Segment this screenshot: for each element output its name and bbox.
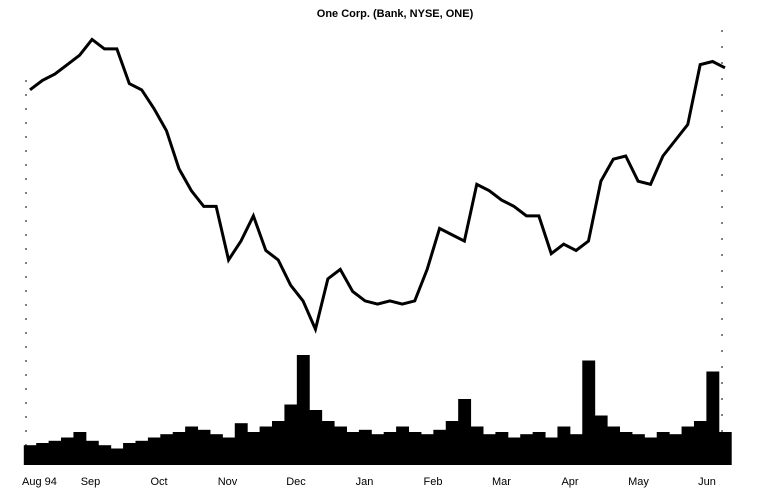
volume-bar	[346, 432, 360, 465]
volume-bar	[147, 437, 161, 465]
x-tick-label: Dec	[286, 476, 306, 488]
volume-bar	[371, 434, 385, 465]
volume-bar	[631, 434, 645, 465]
volume-bar	[607, 426, 621, 465]
volume-bar	[470, 426, 484, 465]
volume-bar	[296, 355, 310, 465]
volume-bar	[569, 434, 583, 465]
x-tick-label: Mar	[492, 476, 511, 488]
volume-bar	[222, 437, 236, 465]
volume-bar	[123, 443, 136, 465]
x-tick-label: Sep	[81, 476, 101, 488]
volume-bar	[197, 429, 211, 465]
volume-bar	[445, 421, 459, 465]
volume-bar	[135, 440, 149, 465]
volume-bar	[532, 432, 546, 465]
volume-bar	[718, 432, 732, 465]
x-tick-label: Jun	[698, 476, 716, 488]
volume-bar	[61, 437, 74, 465]
volume-bar	[272, 421, 285, 465]
volume-bar	[259, 426, 273, 465]
volume-bar	[247, 432, 261, 465]
volume-bar	[619, 432, 633, 465]
volume-bar	[582, 360, 596, 465]
volume-bar	[185, 426, 199, 465]
volume-bar	[681, 426, 695, 465]
volume-bar	[644, 437, 658, 465]
x-tick-label: May	[628, 476, 649, 488]
volume-bar	[495, 432, 509, 465]
volume-bar	[507, 437, 521, 465]
volume-bar	[98, 445, 112, 465]
volume-bar	[48, 440, 62, 465]
volume-bar	[408, 432, 422, 465]
x-tick-label: Oct	[150, 476, 167, 488]
volume-bar	[706, 371, 720, 465]
volume-bar	[36, 443, 50, 465]
x-tick-label: Apr	[561, 476, 578, 488]
volume-bar	[396, 426, 410, 465]
volume-bar	[693, 421, 707, 465]
volume-bar	[321, 421, 335, 465]
volume-bar	[557, 426, 571, 465]
volume-bar	[73, 432, 87, 465]
volume-bar	[85, 440, 99, 465]
volume-bar	[420, 434, 434, 465]
volume-bar	[458, 399, 472, 465]
volume-bar	[669, 434, 683, 465]
volume-bar	[433, 429, 447, 465]
volume-bar	[656, 432, 670, 465]
x-tick-label: Feb	[424, 476, 443, 488]
volume-bar	[23, 445, 37, 465]
volume-bar	[545, 437, 558, 465]
volume-bar	[383, 432, 397, 465]
volume-bar	[309, 410, 323, 465]
volume-bar	[594, 415, 608, 465]
volume-bar	[172, 432, 186, 465]
price-line	[29, 37, 726, 334]
chart-title: One Corp. (Bank, NYSE, ONE)	[317, 8, 474, 20]
x-tick-label: Jan	[356, 476, 374, 488]
volume-bar	[284, 404, 298, 465]
x-tick-label: Aug 94	[22, 476, 57, 488]
volume-bar	[482, 434, 496, 465]
x-tick-label: Nov	[218, 476, 238, 488]
volume-bar	[234, 423, 248, 465]
volume-bar	[334, 426, 347, 465]
volume-bar	[358, 429, 372, 465]
volume-bar	[209, 434, 223, 465]
volume-bar	[110, 448, 124, 465]
volume-bar	[520, 434, 534, 465]
volume-bar	[160, 434, 174, 465]
